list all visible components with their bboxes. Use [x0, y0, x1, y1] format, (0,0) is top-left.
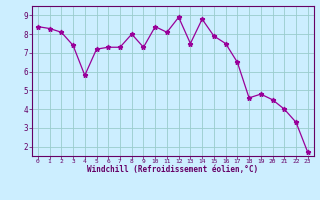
X-axis label: Windchill (Refroidissement éolien,°C): Windchill (Refroidissement éolien,°C) [87, 165, 258, 174]
